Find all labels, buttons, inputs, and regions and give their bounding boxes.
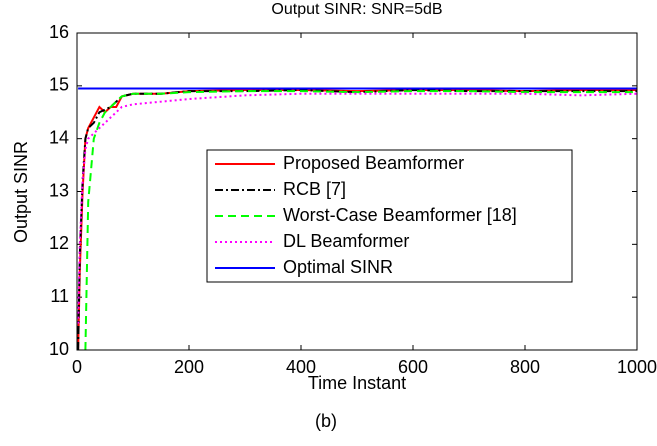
y-tick-label: 10 — [49, 339, 69, 359]
y-tick-label: 14 — [49, 127, 69, 147]
subtitle: (b) — [315, 411, 337, 431]
series-line — [77, 89, 637, 350]
chart-title: Output SINR: SNR=5dB — [271, 1, 442, 18]
y-tick-label: 15 — [49, 75, 69, 95]
y-tick-label: 13 — [49, 180, 69, 200]
x-axis-label: Time Instant — [308, 373, 406, 393]
x-tick-label: 400 — [286, 357, 316, 377]
plot-lines — [77, 87, 637, 350]
y-axis-label: Output SINR — [11, 141, 31, 243]
y-tick-label: 11 — [50, 286, 69, 306]
legend-label: Optimal SINR — [283, 257, 393, 277]
x-tick-label: 800 — [510, 357, 540, 377]
series-line — [77, 92, 637, 324]
y-tick-label: 16 — [49, 22, 69, 42]
axes-box — [76, 32, 638, 351]
legend-label: RCB [7] — [283, 179, 346, 199]
y-tick-label: 12 — [49, 233, 69, 253]
series-line — [84, 90, 637, 350]
x-tick-label: 200 — [174, 357, 204, 377]
legend-label: Worst-Case Beamformer [18] — [283, 205, 517, 225]
x-tick-label: 0 — [72, 357, 82, 377]
legend-label: Proposed Beamformer — [283, 153, 464, 173]
x-tick-label: 1000 — [617, 357, 657, 377]
x-tick-label: 600 — [398, 357, 428, 377]
legend-label: DL Beamformer — [283, 231, 409, 251]
